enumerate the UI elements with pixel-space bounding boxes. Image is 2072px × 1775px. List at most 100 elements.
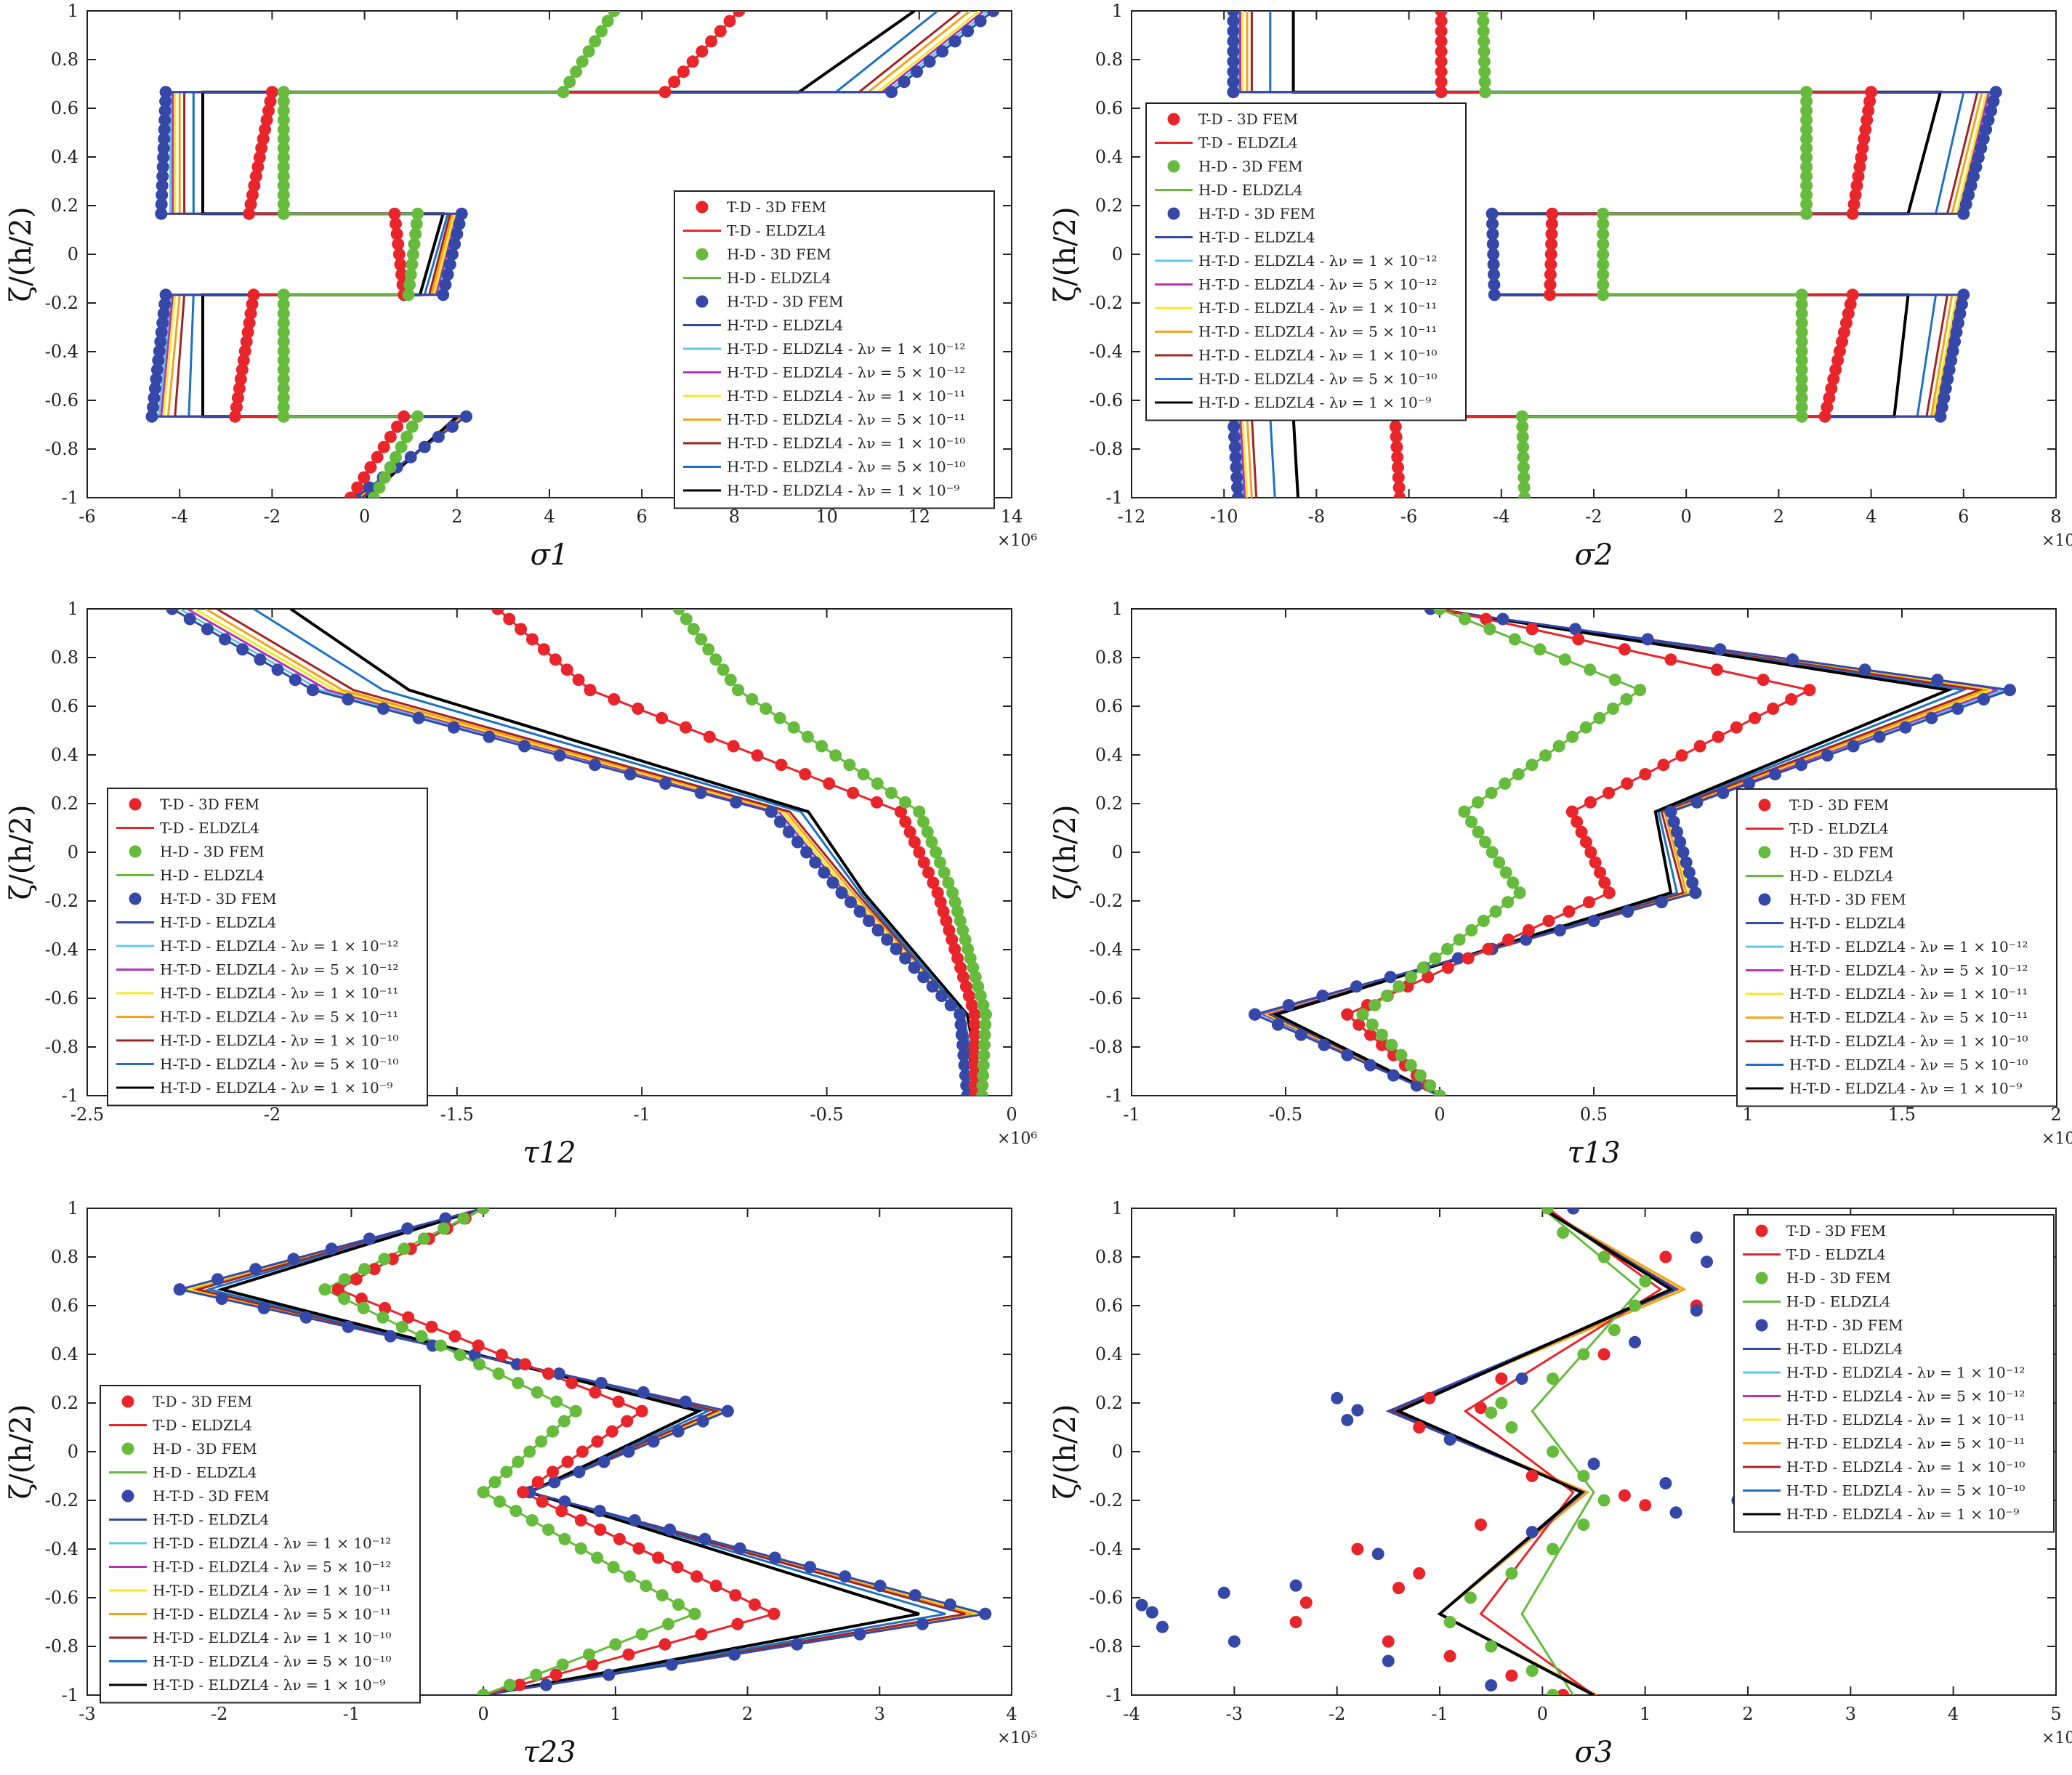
fem-marker-TD xyxy=(1829,363,1842,376)
x-tick-label: 4 xyxy=(544,506,555,527)
fem-marker-HTD xyxy=(153,344,166,357)
series-line-L5e10 xyxy=(253,609,980,1096)
fem-marker-HTD xyxy=(665,1658,678,1671)
fem-marker-HD xyxy=(623,1570,636,1583)
legend-label: H-T-D - ELDZL4 xyxy=(1786,1341,1903,1358)
fem-marker-HTD xyxy=(1964,179,1978,192)
fem-marker-HD xyxy=(318,1283,331,1296)
fem-marker-HTD xyxy=(1569,623,1582,636)
fem-marker-TD xyxy=(962,990,975,1003)
fem-marker-HTD xyxy=(451,227,464,240)
fem-marker-TD xyxy=(703,730,716,743)
fem-marker-TD xyxy=(1823,392,1836,405)
x-axis-label: σ2 xyxy=(1575,538,1613,572)
fem-marker-TD xyxy=(1831,354,1845,367)
fem-marker-HTD xyxy=(899,952,912,965)
x-tick-label: 0 xyxy=(1006,1104,1017,1125)
fem-marker-HTD xyxy=(647,1435,660,1448)
fem-marker-TD xyxy=(526,633,539,646)
fem-marker-TD xyxy=(1657,759,1670,772)
fem-marker-HD xyxy=(884,786,898,799)
fem-marker-TD xyxy=(377,440,390,453)
fem-marker-HD xyxy=(277,113,290,126)
fem-marker-TD xyxy=(364,461,377,474)
y-tick-label: 1 xyxy=(1112,1198,1123,1218)
fem-marker-HD xyxy=(1800,86,1813,99)
fem-marker-HD xyxy=(1800,198,1813,211)
fem-marker-HD xyxy=(338,1293,351,1305)
fem-marker-HD xyxy=(1489,905,1502,918)
fem-marker-HTD xyxy=(1946,344,1959,357)
fem-marker-HD xyxy=(1416,961,1430,974)
legend-label: H-T-D - 3D FEM xyxy=(1786,1317,1903,1334)
fem-marker-TD xyxy=(1712,730,1725,743)
fem-marker-HD xyxy=(1566,730,1579,743)
fem-marker-TD xyxy=(1544,288,1557,302)
fem-marker-TD xyxy=(751,749,764,762)
x-tick-label: 14 xyxy=(1001,506,1023,527)
fem-marker-HTD xyxy=(1786,653,1799,666)
series-line-L1e9 xyxy=(1395,1208,1674,1695)
fem-marker-TD xyxy=(1475,1519,1487,1531)
fem-marker-TD xyxy=(1289,1616,1302,1628)
fem-marker-HD xyxy=(411,410,424,423)
fem-marker-TD xyxy=(1849,188,1862,201)
fem-marker-TD xyxy=(244,307,257,320)
fem-marker-TD xyxy=(1858,132,1871,145)
legend-label: H-D - ELDZL4 xyxy=(160,867,265,884)
fem-marker-HTD xyxy=(1486,227,1499,240)
x-tick-label: -2.5 xyxy=(70,1104,104,1125)
fem-marker-TD xyxy=(1544,278,1557,291)
fem-marker-HD xyxy=(277,326,290,339)
fem-marker-HTD xyxy=(150,373,163,386)
x-tick-label: -1 xyxy=(1123,1104,1140,1125)
fem-marker-HD xyxy=(1366,1018,1379,1031)
fem-marker-TD xyxy=(1544,258,1557,271)
fem-marker-HD xyxy=(1414,1069,1427,1082)
y-tick-label: 0 xyxy=(68,244,78,264)
fem-marker-HD xyxy=(1516,430,1529,443)
fem-marker-HD xyxy=(773,711,786,724)
fem-marker-TD xyxy=(1435,55,1448,68)
fem-marker-HTD xyxy=(804,1561,816,1574)
y-tick-label: 0.4 xyxy=(1095,745,1123,765)
legend-label: H-T-D - ELDZL4 - λν = 5 × 10⁻¹² xyxy=(727,364,965,381)
fem-marker-HTD xyxy=(936,45,949,58)
fem-marker-HD xyxy=(967,961,980,974)
axis-multiplier: ×10⁵ xyxy=(997,1729,1037,1747)
fem-marker-TD xyxy=(1382,1635,1395,1648)
legend-label: H-T-D - 3D FEM xyxy=(1789,891,1906,908)
fem-marker-HTD xyxy=(1228,1635,1241,1648)
legend-label: H-T-D - ELDZL4 - λν = 1 × 10⁻¹⁰ xyxy=(160,1032,398,1049)
y-tick-label: 0.6 xyxy=(51,696,78,716)
fem-marker-TD xyxy=(1584,846,1597,859)
fem-marker-HD xyxy=(1458,805,1471,818)
fem-marker-HTD xyxy=(148,382,161,395)
fem-marker-HTD xyxy=(1587,1457,1600,1471)
fem-marker-HD xyxy=(1465,815,1478,828)
fem-marker-HD xyxy=(277,179,290,192)
y-tick-label: -0.2 xyxy=(45,1490,78,1511)
fem-marker-TD xyxy=(390,217,402,230)
fem-marker-HTD xyxy=(926,980,939,993)
fem-marker-TD xyxy=(922,866,935,879)
y-tick-label: 0 xyxy=(68,842,78,862)
legend: T-D - 3D FEM T-D - ELDZL4 H-D - 3D FEM H-D … xyxy=(107,788,428,1107)
legend-label: H-T-D - ELDZL4 - λν = 5 × 10⁻¹⁰ xyxy=(1786,1482,2025,1500)
fem-marker-HTD xyxy=(173,1283,186,1296)
fem-marker-TD xyxy=(561,1455,574,1468)
fem-marker-HD xyxy=(1385,1038,1398,1051)
fem-marker-TD xyxy=(1435,11,1448,17)
legend-marker xyxy=(1758,798,1771,812)
fem-marker-HTD xyxy=(1938,392,1951,405)
fem-marker-HTD xyxy=(1228,420,1241,433)
fem-marker-HTD xyxy=(548,1476,561,1489)
fem-marker-HTD xyxy=(148,392,161,405)
x-tick-label: 2 xyxy=(2050,1104,2061,1125)
fem-marker-TD xyxy=(652,1551,665,1564)
fem-marker-HD xyxy=(591,1551,604,1564)
x-axis-label: σ1 xyxy=(531,538,569,572)
fem-marker-TD xyxy=(729,1589,742,1602)
x-tick-label: 10 xyxy=(815,506,838,527)
fem-marker-TD xyxy=(1664,653,1677,666)
